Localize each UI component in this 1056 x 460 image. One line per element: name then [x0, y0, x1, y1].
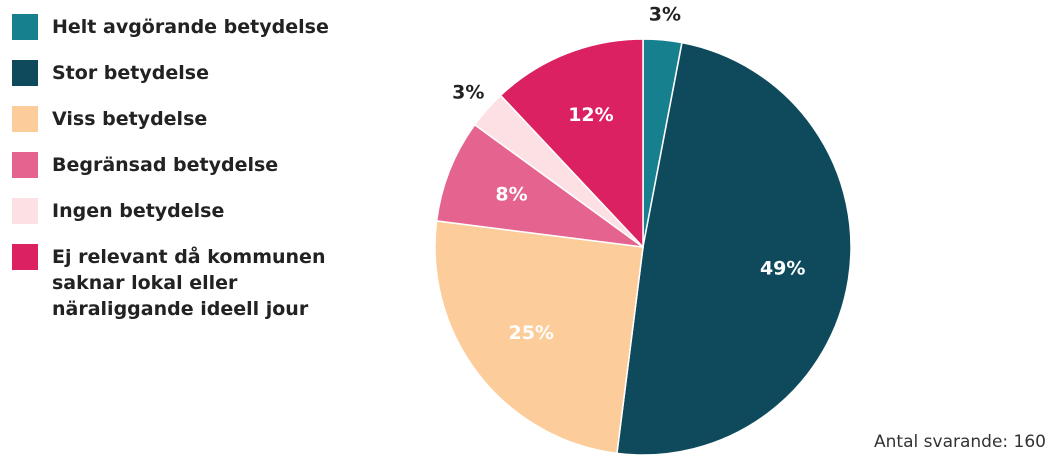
data-label: 3% [452, 81, 484, 103]
legend-swatch [12, 152, 38, 178]
pie-slice [435, 123, 644, 248]
data-label: 12% [568, 104, 613, 126]
data-label: 25% [508, 322, 553, 344]
data-label: 8% [495, 183, 527, 205]
legend-swatch [12, 198, 38, 224]
data-label: 3% [649, 4, 681, 26]
legend-swatch [12, 106, 38, 132]
legend-label: Stor betydelse [52, 62, 209, 84]
legend-label: Ingen betydelse [52, 200, 225, 222]
legend-label: Ej relevant då kommunen saknar lokal ell… [52, 246, 326, 320]
legend-item: Ej relevant då kommunen saknar lokal ell… [12, 244, 382, 322]
legend-label: Helt avgörande betydelse [52, 16, 329, 38]
pie-slice [499, 38, 644, 249]
pie-slice [616, 41, 852, 456]
note: Antal svarande: 160 [874, 432, 1046, 452]
data-label: 49% [760, 258, 805, 280]
legend-label: Begränsad betydelse [52, 154, 279, 176]
legend-item: Ingen betydelse [12, 198, 382, 224]
legend: Helt avgörande betydelse Stor betydelse Vi… [12, 14, 382, 342]
legend-item: Stor betydelse [12, 60, 382, 86]
legend-item: Begränsad betydelse [12, 152, 382, 178]
legend-item: Viss betydelse [12, 106, 382, 132]
legend-swatch [12, 14, 38, 40]
legend-swatch [12, 244, 38, 270]
legend-swatch [12, 60, 38, 86]
pie-slice [434, 220, 644, 455]
legend-item: Helt avgörande betydelse [12, 14, 382, 40]
legend-label: Viss betydelse [52, 108, 208, 130]
